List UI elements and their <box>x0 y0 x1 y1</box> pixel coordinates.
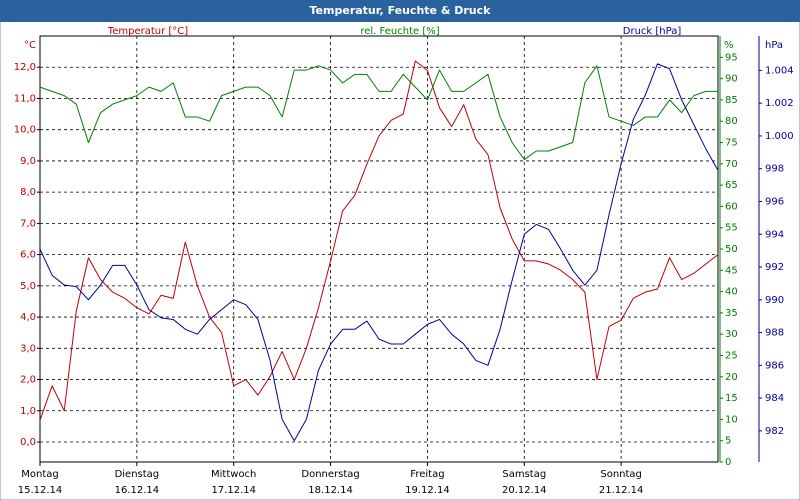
y2-tick-label: 90 <box>725 74 738 85</box>
y2-tick-label: 20 <box>725 372 738 383</box>
y2-tick-label: 80 <box>725 116 738 127</box>
y3-tick-label: 1.004 <box>765 65 794 76</box>
y-tick-label: 8,0 <box>20 187 36 198</box>
y3-tick-label: 994 <box>765 229 784 240</box>
x-tick-label: Freitag <box>410 469 444 480</box>
legend-entry: rel. Feuchte [%] <box>360 26 439 37</box>
x-tick-date: 18.12.14 <box>308 485 353 496</box>
title-bar <box>0 0 800 22</box>
y2-tick-label: 45 <box>725 265 738 276</box>
y2-tick-label: 55 <box>725 223 738 234</box>
y2-tick-label: 85 <box>725 95 738 106</box>
y3-unit: hPa <box>765 40 783 51</box>
y2-unit: % <box>724 40 734 51</box>
y-tick-label: 3,0 <box>20 343 36 354</box>
y2-tick-label: 30 <box>725 329 738 340</box>
y-tick-label: 11,0 <box>14 93 36 104</box>
series-line <box>39 60 719 421</box>
x-tick-label: Sonntag <box>600 469 642 480</box>
y2-tick-label: 60 <box>725 201 738 212</box>
y2-tick-label: 70 <box>725 159 738 170</box>
y-tick-label: 10,0 <box>14 125 36 136</box>
y3-tick-label: 982 <box>765 426 784 437</box>
y3-tick-label: 996 <box>765 196 784 207</box>
y-tick-label: 6,0 <box>20 250 36 261</box>
y3-tick-label: 992 <box>765 262 784 273</box>
y3-tick-label: 1.002 <box>765 98 794 109</box>
x-tick-label: Dienstag <box>115 469 160 480</box>
y3-tick-label: 988 <box>765 328 784 339</box>
x-tick-date: 21.12.14 <box>599 485 644 496</box>
y3-tick-label: 984 <box>765 393 784 404</box>
y2-tick-label: 40 <box>725 287 738 298</box>
y2-tick-label: 15 <box>725 393 738 404</box>
series-line <box>39 65 718 161</box>
y-tick-label: 5,0 <box>20 281 36 292</box>
x-tick-label: Montag <box>21 469 58 480</box>
x-tick-date: 17.12.14 <box>211 485 256 496</box>
series-line <box>39 63 719 442</box>
legend-entry: Temperatur [°C] <box>107 26 188 37</box>
y3-tick-label: 990 <box>765 295 784 306</box>
x-tick-label: Samstag <box>502 469 546 480</box>
x-tick-date: 20.12.14 <box>502 485 547 496</box>
y2-tick-label: 35 <box>725 308 738 319</box>
y-tick-label: 7,0 <box>20 218 36 229</box>
x-tick-label: Donnerstag <box>301 469 359 480</box>
x-tick-date: 16.12.14 <box>115 485 160 496</box>
y3-tick-label: 1.000 <box>765 131 794 142</box>
y-tick-label: 4,0 <box>20 312 36 323</box>
y2-tick-label: 75 <box>725 138 738 149</box>
y2-tick-label: 65 <box>725 180 738 191</box>
y-tick-label: 9,0 <box>20 156 36 167</box>
y3-tick-label: 998 <box>765 164 784 175</box>
x-tick-date: 19.12.14 <box>405 485 450 496</box>
x-tick-label: Mittwoch <box>211 469 256 480</box>
legend-entry: Druck [hPa] <box>623 26 682 37</box>
y2-tick-label: 50 <box>725 244 738 255</box>
y2-tick-label: 25 <box>725 351 738 362</box>
y-tick-label: 12,0 <box>14 62 36 73</box>
plot-area <box>39 35 719 463</box>
y-tick-label: 0,0 <box>20 437 36 448</box>
y-tick-label: 2,0 <box>20 375 36 386</box>
y2-tick-label: 95 <box>725 52 738 63</box>
y3-tick-label: 986 <box>765 360 784 371</box>
y-unit: °C <box>24 40 36 51</box>
y-tick-label: 1,0 <box>20 406 36 417</box>
x-tick-date: 15.12.14 <box>18 485 63 496</box>
y2-tick-label: 10 <box>725 414 738 425</box>
y2-tick-label: 5 <box>725 436 731 447</box>
y2-tick-label: 0 <box>725 457 731 468</box>
chart-title: Temperatur, Feuchte & Druck <box>310 4 492 17</box>
